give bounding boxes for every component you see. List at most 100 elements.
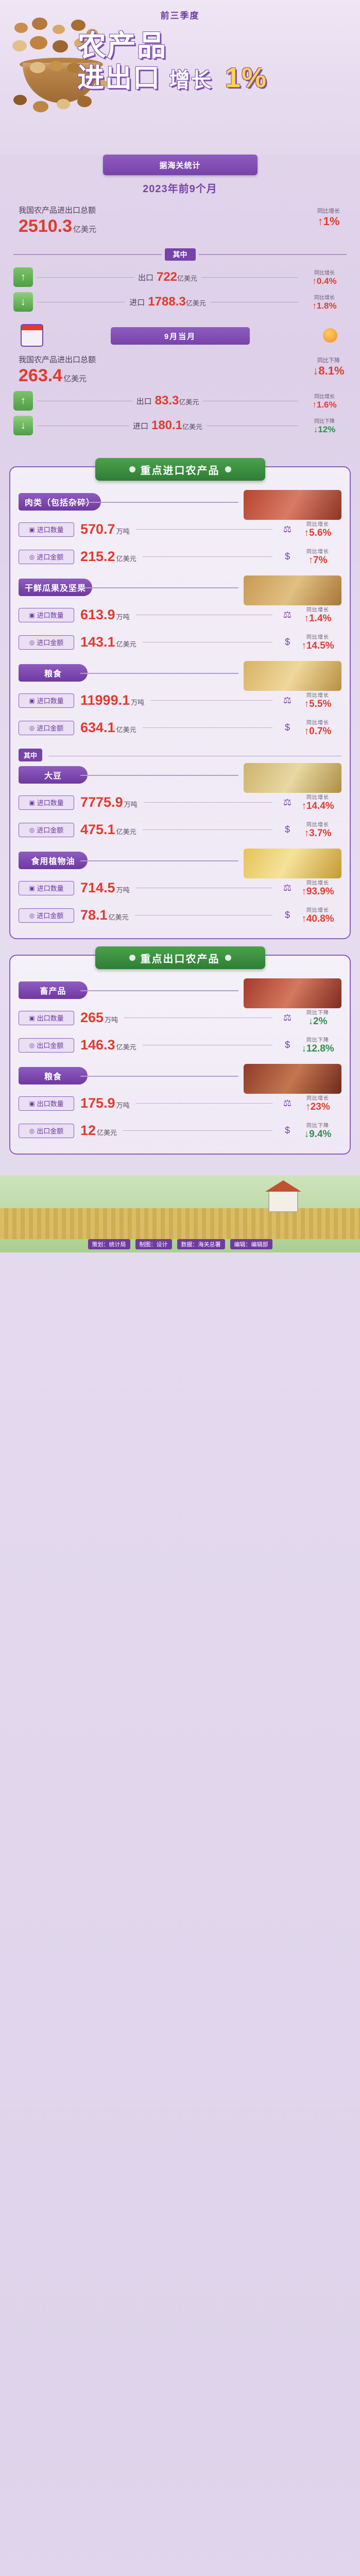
divider-among-label: 其中 <box>164 248 196 261</box>
metric-value: 175.9 <box>80 1095 115 1111</box>
import-unit: 亿美元 <box>185 299 206 307</box>
chip-export-qty: ▣ 出口数量 <box>19 1010 74 1025</box>
metric-badge: 同比下降 ↓12.8% <box>294 1036 341 1055</box>
month-block: 9月当月 <box>13 324 347 347</box>
period-label: 2023年前9个月 <box>143 183 217 195</box>
grain-photo <box>244 661 341 691</box>
month-export-unit: 亿美元 <box>179 398 199 406</box>
metric-row: ◎ 进口金额 634.1 亿美元 $ 同比增长 ↑0.7% <box>19 718 341 737</box>
category-grain-import: 粮食 ▣ 进口数量 11999.1 万吨 ⚖ 同比增长 ↑5.5% ◎ 进口金额 63… <box>19 661 341 737</box>
category-edible-oil-tag: 食用植物油 <box>19 852 88 869</box>
import-icon: ↓ <box>13 416 33 435</box>
metric-badge-value: 0.7% <box>309 726 332 737</box>
coin-icon: ◎ <box>29 638 35 646</box>
coin-icon: ◎ <box>29 911 35 919</box>
credit-item: 制图：设计 <box>135 1239 172 1249</box>
bullet-icon <box>129 955 135 961</box>
metric-value: 714.5 <box>80 880 115 895</box>
total-badge: 同比增长 ↑1% <box>311 207 347 228</box>
export-icon: ↑ <box>13 391 33 411</box>
month-export-badge-caption: 同比增长 <box>314 394 335 400</box>
metric-badge-value: 7% <box>313 555 328 566</box>
metric-badge-value: 23% <box>310 1101 330 1112</box>
fruit-nuts-photo <box>244 575 341 605</box>
bullet-icon <box>225 466 231 472</box>
metric-badge: 同比增长 ↑7% <box>294 547 341 566</box>
metric-unit: 万吨 <box>116 1101 130 1109</box>
metric-unit: 亿美元 <box>116 828 136 836</box>
month-total-badge-arrow: ↓ <box>313 364 319 377</box>
metric-badge: 同比增长 ↑23% <box>294 1094 341 1113</box>
hero-title-line2: 进出口 <box>77 63 161 93</box>
divider-among: 其中 <box>13 248 347 261</box>
metric-badge: 同比增长 ↑14.4% <box>294 793 341 812</box>
chip-import-qty: ▣ 进口数量 <box>19 607 74 622</box>
metric-badge-value: 5.6% <box>309 528 332 538</box>
section-export-title-text: 重点出口农产品 <box>140 953 220 965</box>
chip-import-qty: ▣ 进口数量 <box>19 795 74 810</box>
among-label: 其中 <box>19 749 43 761</box>
month-import-badge-arrow: ↓ <box>313 424 318 434</box>
export-badge-arrow: ↑ <box>312 276 317 286</box>
coin-icon: ◎ <box>29 826 35 834</box>
metric-row: ◎ 出口金额 12 亿美元 $ 同比下降 ↓9.4% <box>19 1121 341 1140</box>
metric-badge-value: 12.8% <box>306 1043 334 1054</box>
month-header: 9月当月 <box>110 327 250 345</box>
metric-unit: 万吨 <box>116 886 130 894</box>
box-icon: ▣ <box>29 611 35 619</box>
credits-bar: 策划：统计局 制图：设计 数据：海关总署 编辑：编辑部 <box>0 1239 360 1249</box>
month-total-badge: 同比下降 ↓8.1% <box>311 356 347 378</box>
month-total-badge-caption: 同比下降 <box>317 358 340 364</box>
metric-badge-caption: 同比增长 <box>306 880 329 886</box>
section-export: 重点出口农产品 畜产品 ▣ 出口数量 265 万吨 ⚖ 同比下降 ↓2% ◎ 出口金额 <box>9 946 351 1155</box>
metric-badge: 同比增长 ↑5.5% <box>294 691 341 710</box>
section-import-title-text: 重点进口农产品 <box>140 465 220 477</box>
export-badge-caption: 同比增长 <box>314 270 335 276</box>
hero-title: 农产品 进出口 增长 1% <box>77 30 345 93</box>
source-ribbon: 据海关统计 <box>102 155 258 175</box>
chip-import-amount: ◎ 进口金额 <box>19 822 74 837</box>
import-value: 1788.3 <box>148 295 186 309</box>
month-import-badge: 同比下降 ↓12% <box>302 417 347 435</box>
section-import: 重点进口农产品 肉类（包括杂碎） ▣ 进口数量 570.7 万吨 ⚖ 同比增长 ↑5… <box>9 458 351 939</box>
chip-import-qty: ▣ 进口数量 <box>19 522 74 537</box>
box-icon: ▣ <box>29 799 35 806</box>
footer: 策划：统计局 制图：设计 数据：海关总署 编辑：编辑部 <box>0 1175 360 1252</box>
month-import-row: ↓ 进口 180.1亿美元 同比下降 ↓12% <box>13 416 347 435</box>
livestock-photo <box>244 978 341 1008</box>
bullet-icon <box>225 955 231 961</box>
metric-badge-caption: 同比增长 <box>306 720 329 726</box>
category-edible-oil: 食用植物油 ▣ 进口数量 714.5 万吨 ⚖ 同比增长 ↑93.9% ◎ 进口金额 … <box>19 849 341 925</box>
category-meat: 肉类（包括杂碎） ▣ 进口数量 570.7 万吨 ⚖ 同比增长 ↑5.6% ◎ 进口金… <box>19 490 341 566</box>
box-icon: ▣ <box>29 1014 35 1022</box>
chip-export-amount: ◎ 出口金额 <box>19 1038 74 1053</box>
scale-icon: ⚖ <box>283 524 292 534</box>
metric-badge-caption: 同比下降 <box>306 1123 329 1129</box>
coin-icon: ◎ <box>29 1041 35 1049</box>
metric-badge-caption: 同比下降 <box>306 1038 329 1043</box>
metric-row: ▣ 进口数量 7775.9 万吨 ⚖ 同比增长 ↑14.4% <box>19 793 341 812</box>
hero-quarter-label: 前三季度 <box>160 11 200 21</box>
hero-header: 前三季度 农产品 进出口 增长 <box>0 0 360 155</box>
metric-badge-caption: 同比增长 <box>306 549 329 555</box>
month-export-value: 83.3 <box>155 394 179 408</box>
metric-row: ▣ 进口数量 613.9 万吨 ⚖ 同比增长 ↑1.4% <box>19 605 341 624</box>
metric-value: 215.2 <box>80 549 115 564</box>
total-row: 我国农产品进出口总额 2510.3 亿美元 同比增长 ↑1% <box>13 205 347 236</box>
total-badge-caption: 同比增长 <box>317 208 340 214</box>
box-icon: ▣ <box>29 697 35 704</box>
export-icon: ↑ <box>13 267 33 287</box>
total-unit: 亿美元 <box>73 225 97 234</box>
month-total-badge-value: 8.1% <box>318 364 345 377</box>
credit-item: 数据：海关总署 <box>177 1239 225 1249</box>
sun-icon <box>323 328 337 343</box>
grain-export-photo <box>244 1064 341 1094</box>
metric-badge: 同比增长 ↑0.7% <box>294 718 341 737</box>
money-icon: $ <box>284 722 290 733</box>
import-badge: 同比增长 ↑1.8% <box>302 293 347 311</box>
hero-title-percent: 1% <box>225 62 267 93</box>
category-soybean-tag: 大豆 <box>19 766 88 784</box>
credit-item: 策划：统计局 <box>88 1239 130 1249</box>
metric-badge-caption: 同比增长 <box>306 635 329 640</box>
